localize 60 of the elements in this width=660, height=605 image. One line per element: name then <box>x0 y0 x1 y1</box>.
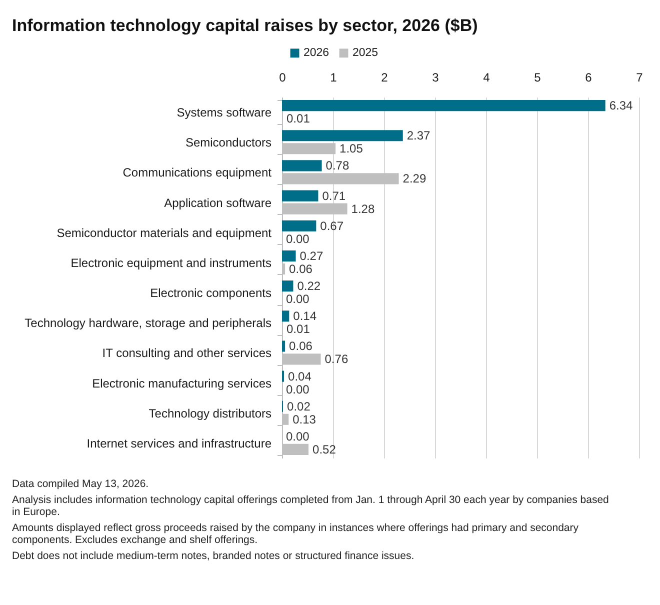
data-label: 0.01 <box>286 112 310 126</box>
data-label: 0.04 <box>288 369 312 384</box>
x-tick-label: 6 <box>585 70 592 84</box>
data-label: 0.76 <box>324 352 348 366</box>
data-label: 0.71 <box>322 188 346 203</box>
data-label: 0.00 <box>286 382 310 396</box>
text: Analysis includes information technology capital offerings completed from Jan. 1 through April 30 each year by companies based in Europe. <box>12 494 610 518</box>
data-label: 0.06 <box>289 339 313 354</box>
data-label: 0.00 <box>286 232 310 246</box>
data-label: 0.00 <box>286 292 310 306</box>
y-tick-label: Electronic components <box>150 286 272 300</box>
bar <box>282 340 286 352</box>
y-tick-label: Systems software <box>176 106 272 120</box>
bar <box>282 310 290 322</box>
text: Debt does not include medium-term notes, branded notes or structured finance issues. <box>12 550 416 562</box>
data-label: 0.06 <box>289 262 313 276</box>
y-tick-label: IT consulting and other services <box>102 346 272 360</box>
y-tick-label: Semiconductor materials and equipment <box>56 226 272 240</box>
bar <box>282 220 316 232</box>
data-label: 0.27 <box>300 248 324 263</box>
text: Data compiled May 13, 2026. <box>12 478 150 490</box>
y-tick-label: Semiconductors <box>185 136 272 150</box>
y-tick-label: Electronic manufacturing services <box>92 376 272 390</box>
x-tick-label: 0 <box>279 70 286 84</box>
x-tick-label: 7 <box>636 70 644 84</box>
bar <box>282 160 322 172</box>
legend-label: 2025 <box>352 47 378 60</box>
data-label: 0.52 <box>312 442 336 456</box>
data-label: 6.34 <box>609 98 634 113</box>
y-tick-label: Technology hardware, storage and peripherals <box>24 316 272 330</box>
legend-label: 2026 <box>304 47 330 60</box>
x-tick-label: 3 <box>432 70 440 84</box>
data-label: 0.00 <box>286 429 310 444</box>
bar <box>282 130 403 142</box>
y-tick-label: Electronic equipment and instruments <box>70 256 272 270</box>
y-tick-label: Internet services and infrastructure <box>86 436 272 450</box>
chart-title: Information technology capital raises by sector, 2026 ($B) <box>12 16 478 35</box>
x-tick-label: 5 <box>534 70 542 84</box>
data-label: 0.14 <box>293 309 317 324</box>
bar <box>282 190 318 202</box>
x-tick-label: 1 <box>330 70 338 84</box>
data-label: 0.01 <box>286 322 310 336</box>
data-label: 2.37 <box>406 128 431 143</box>
bar <box>282 100 606 112</box>
x-tick-label: 4 <box>483 70 490 84</box>
data-label: 0.78 <box>326 158 350 173</box>
y-tick-label: Application software <box>164 196 272 210</box>
data-label: 1.05 <box>340 142 364 156</box>
y-tick-label: Technology distributors <box>148 406 272 420</box>
y-tick-label: Communications equipment <box>122 166 272 180</box>
bar <box>282 250 296 262</box>
data-label: 0.13 <box>292 412 316 426</box>
data-label: 0.02 <box>287 399 311 414</box>
data-label: 1.28 <box>351 202 375 216</box>
data-label: 2.29 <box>402 172 426 186</box>
text: Amounts displayed reflect gross proceeds raised by the company in instances where offerings had primary and secondary components. Excludes exchange and shelf offerings. <box>12 522 580 546</box>
bar <box>282 280 294 292</box>
x-tick-label: 2 <box>381 70 388 84</box>
data-label: 0.67 <box>320 218 344 233</box>
data-label: 0.22 <box>297 279 321 294</box>
